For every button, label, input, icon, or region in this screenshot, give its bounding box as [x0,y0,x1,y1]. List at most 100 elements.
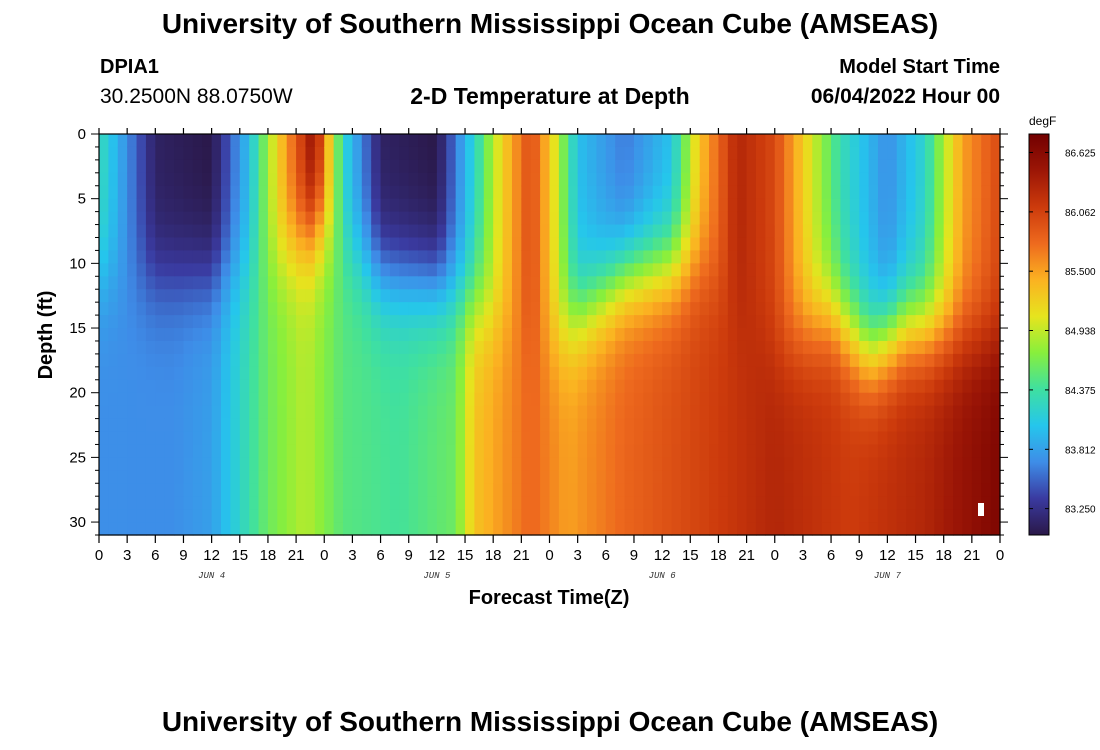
heatmap-cell [981,289,992,303]
heatmap-cell [709,431,720,446]
heatmap-cell [887,185,898,200]
heatmap-cell [502,405,513,420]
heatmap-cell [558,250,569,264]
heatmap-cell [840,340,851,355]
heatmap-cell [680,134,691,148]
heatmap-cell [418,366,429,381]
heatmap-cell [568,522,579,536]
heatmap-cell [624,315,635,329]
heatmap-cell [877,431,888,446]
heatmap-cell [136,522,147,536]
heatmap-cell [746,198,757,213]
heatmap-cell [127,405,138,420]
heatmap-cell [408,353,419,368]
heatmap-cell [258,328,269,342]
heatmap-cell [746,431,757,446]
heatmap-cell [746,159,757,174]
heatmap-cell [136,457,147,471]
heatmap-cell [755,211,766,226]
heatmap-cell [943,315,954,329]
heatmap-cell [587,509,598,523]
heatmap-cell [605,289,616,303]
heatmap-cell [915,237,926,252]
heatmap-cell [868,289,879,303]
heatmap-cell [183,470,194,484]
heatmap-cell [258,522,269,536]
heatmap-cell [277,509,288,523]
heatmap-cell [784,302,795,316]
heatmap-cell [831,405,842,420]
heatmap-cell [108,159,119,174]
heatmap-cell [380,340,391,355]
heatmap-cell [145,211,156,226]
heatmap-cell [286,340,297,355]
heatmap-cell [436,237,447,252]
heatmap-cell [164,418,175,433]
heatmap-cell [305,379,316,394]
heatmap-cell [718,392,729,407]
heatmap-cell [380,392,391,407]
heatmap-cell [277,237,288,252]
heatmap-cell [924,366,935,381]
heatmap-cell [812,444,823,458]
heatmap-cell [399,470,410,484]
heatmap-cell [549,159,560,174]
heatmap-cell [943,224,954,239]
heatmap-cell [680,405,691,420]
heatmap-cell [174,146,185,161]
heatmap-cell [145,237,156,252]
heatmap-cell [333,237,344,252]
heatmap-cell [145,289,156,303]
heatmap-cell [821,302,832,316]
heatmap-cell [765,405,776,420]
heatmap-cell [709,353,720,368]
heatmap-cell [286,237,297,252]
heatmap-cell [906,237,917,252]
heatmap-cell [352,237,363,252]
heatmap-cell [587,146,598,161]
heatmap-cell [483,379,494,394]
heatmap-cell [511,211,522,226]
heatmap-cell [192,134,203,148]
heatmap-cell [699,509,710,523]
heatmap-cell [145,315,156,329]
heatmap-cell [361,509,372,523]
heatmap-cell [211,224,222,239]
heatmap-cell [305,237,316,252]
heatmap-cell [324,198,335,213]
heatmap-cell [202,276,213,290]
heatmap-cell [784,289,795,303]
heatmap-cell [887,172,898,187]
heatmap-cell [305,224,316,239]
heatmap-cell [521,522,532,536]
heatmap-cell [183,302,194,316]
heatmap-cell [709,263,720,277]
heatmap-cell [849,444,860,458]
heatmap-cell [727,379,738,394]
heatmap-cell [174,444,185,458]
heatmap-cell [774,470,785,484]
heatmap-cell [605,198,616,213]
heatmap-cell [221,211,231,226]
heatmap-cell [502,483,513,497]
heatmap-cell [690,379,701,394]
heatmap-cell [493,315,504,329]
heatmap-cell [267,405,278,420]
heatmap-cell [333,211,344,226]
heatmap-cell [333,431,344,446]
heatmap-cell [511,340,522,355]
heatmap-cell [258,172,269,187]
heatmap-cell [230,366,241,381]
heatmap-cell [840,134,851,148]
heatmap-cell [99,263,109,277]
heatmap-cell [343,302,354,316]
heatmap-cell [718,276,729,290]
heatmap-cell [812,405,823,420]
heatmap-cell [174,379,185,394]
heatmap-cell [502,263,513,277]
heatmap-cell [793,263,804,277]
heatmap-cell [577,237,588,252]
heatmap-cell [305,405,316,420]
heatmap-cell [765,470,776,484]
heatmap-cell [765,522,776,536]
